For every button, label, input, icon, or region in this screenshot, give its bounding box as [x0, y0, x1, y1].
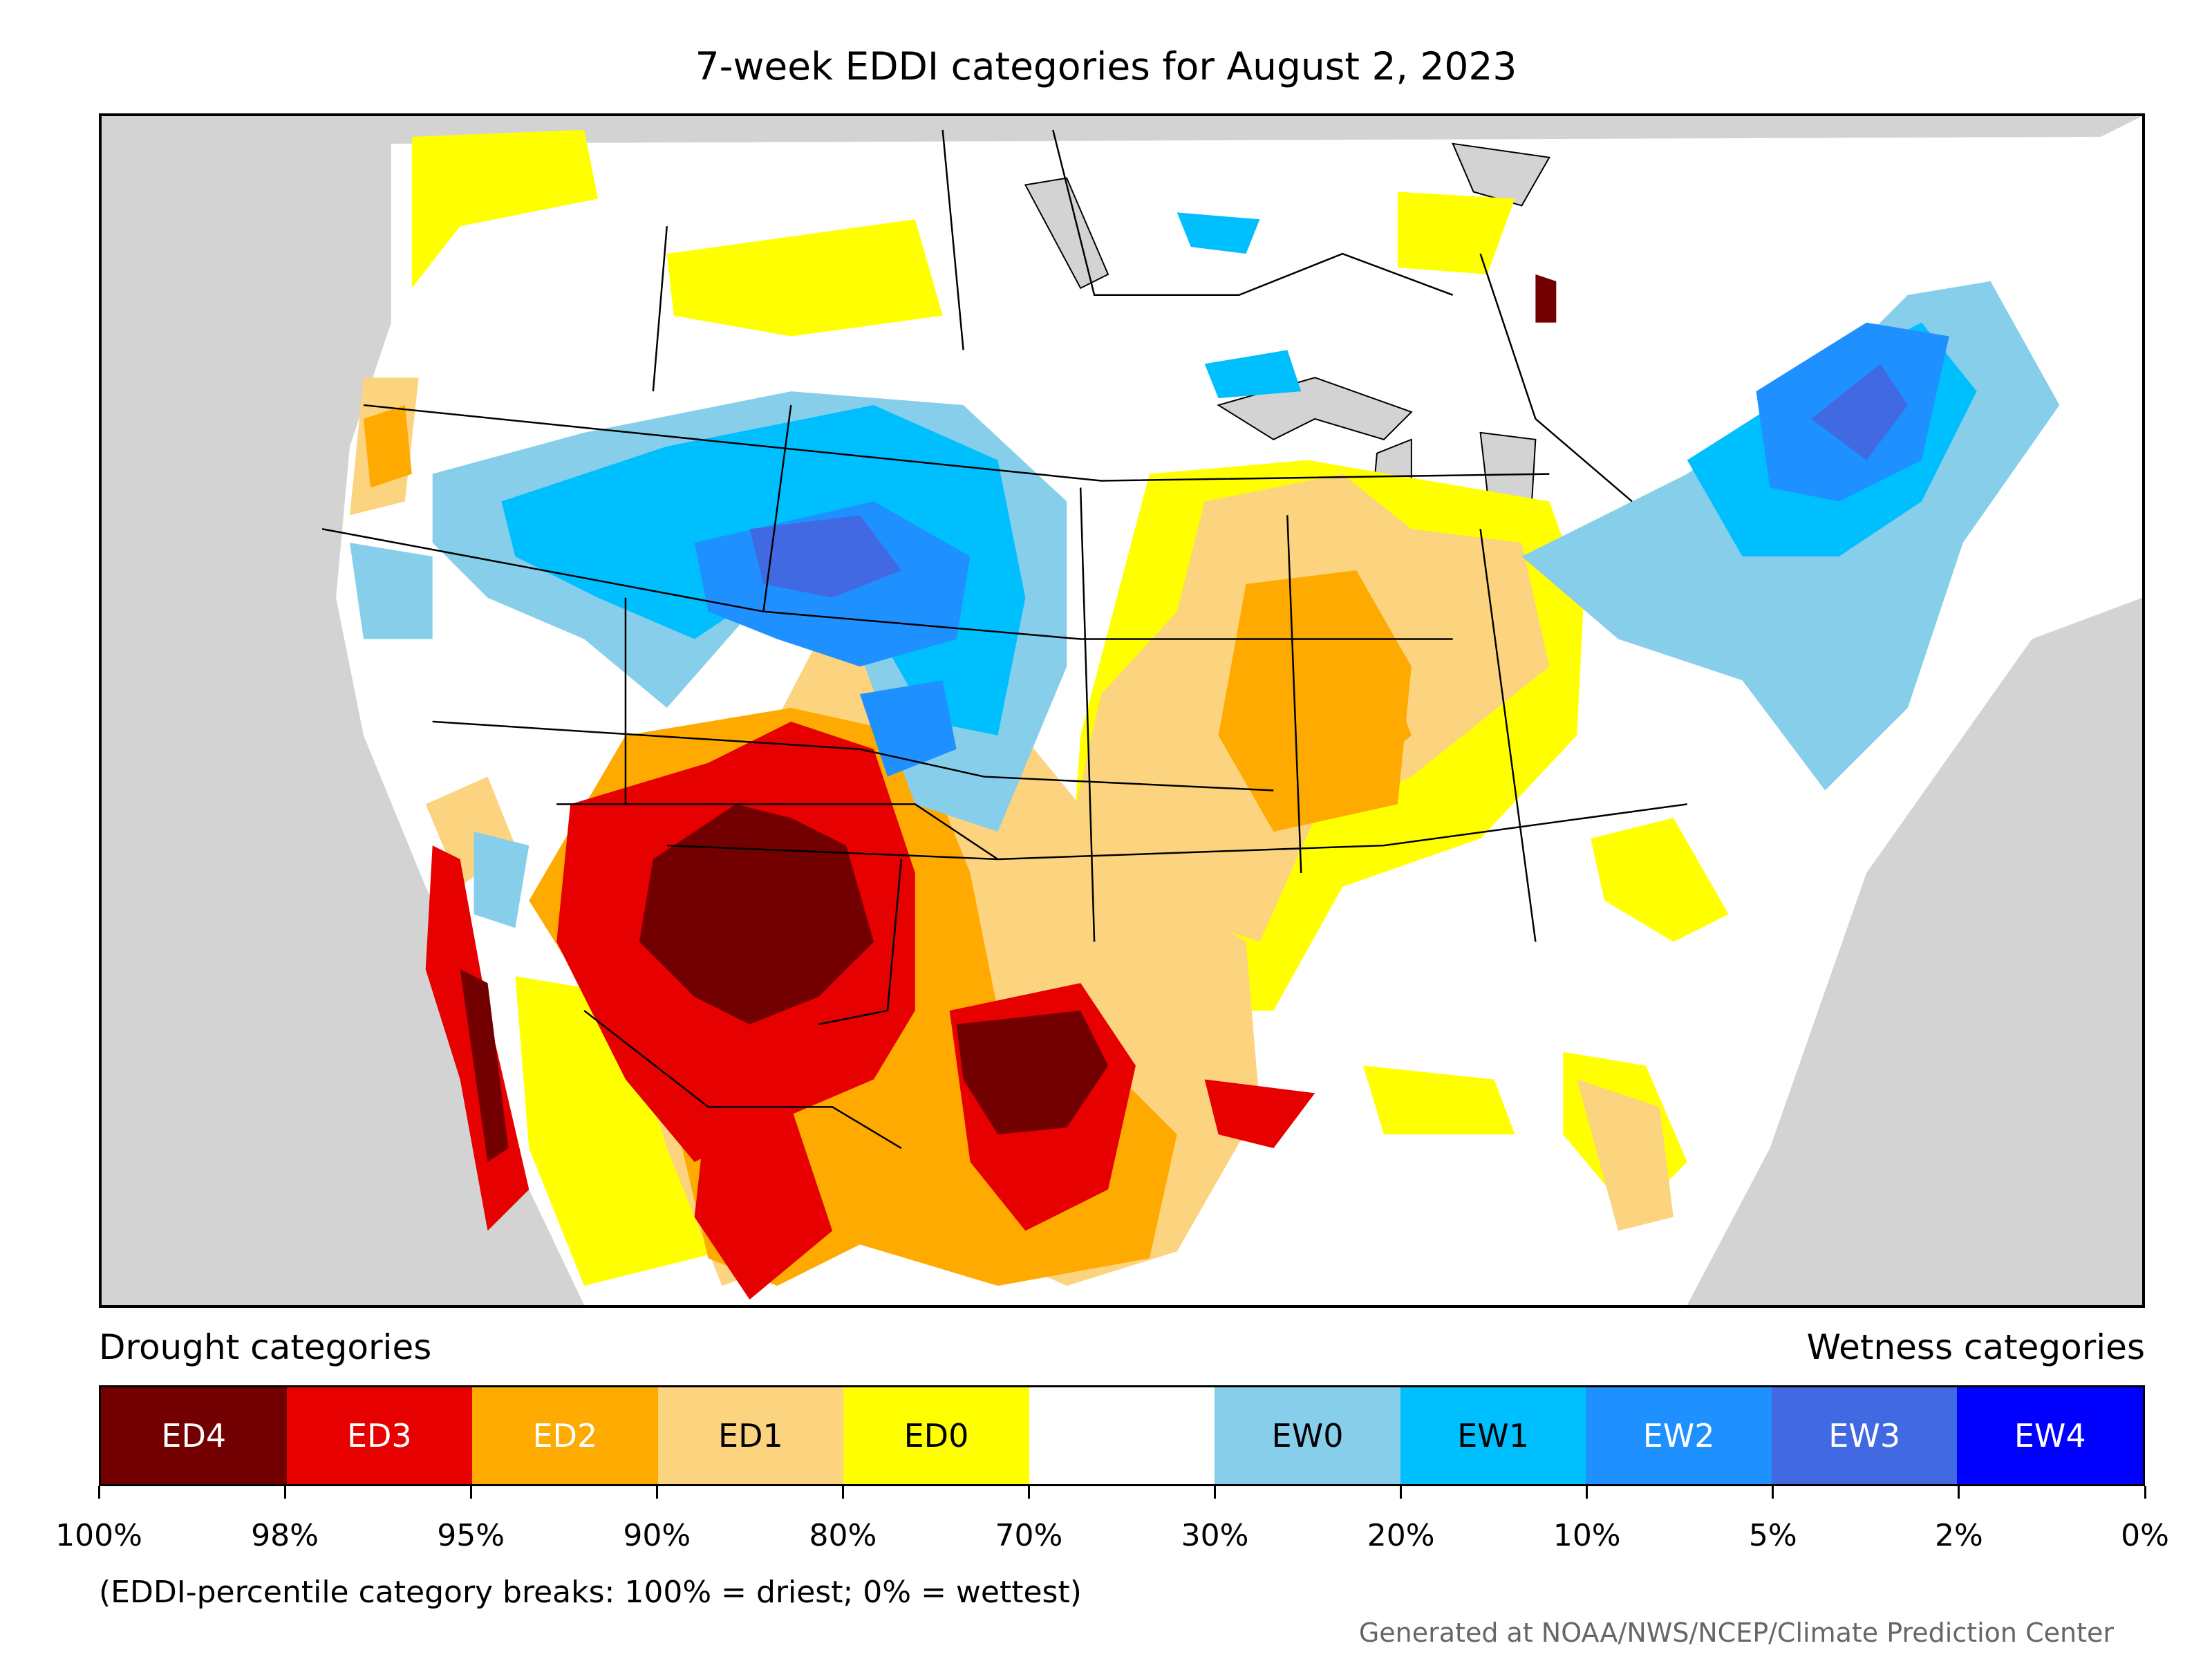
colorbar-tick — [1586, 1486, 1588, 1499]
colorbar-tick — [283, 1486, 286, 1499]
credit-line: Generated at NOAA/NWS/NCEP/Climate Predi… — [1358, 1618, 2114, 1648]
colorbar-cell-ed4: ED4 — [101, 1387, 287, 1484]
colorbar-tick-label: 70% — [995, 1518, 1063, 1553]
colorbar-tick-label: 5% — [1748, 1518, 1797, 1553]
colorbar-tick-label: 80% — [809, 1518, 877, 1553]
colorbar-cell-ew1: EW1 — [1400, 1387, 1586, 1484]
colorbar-cell-ed0: ED0 — [843, 1387, 1029, 1484]
colorbar-tick — [1214, 1486, 1217, 1499]
category-ew3-areas — [749, 364, 1908, 598]
colorbar-tick-label: 10% — [1553, 1518, 1621, 1553]
colorbar-cell-ew3: EW3 — [1771, 1387, 1958, 1484]
colorbar-tick — [841, 1486, 844, 1499]
wetness-heading: Wetness categories — [1806, 1327, 2145, 1367]
eddi-map-graphic — [321, 116, 2142, 1305]
colorbar-tick-label: 0% — [2121, 1518, 2169, 1553]
colorbar-tick — [1400, 1486, 1403, 1499]
category-ed4-areas — [460, 274, 1557, 1162]
colorbar-cell-neutral — [1029, 1387, 1215, 1484]
colorbar-tick — [1958, 1486, 1960, 1499]
colorbar-tick — [97, 1486, 100, 1499]
colorbar-tick-label: 90% — [623, 1518, 691, 1553]
category-colorbar: ED4 ED3 ED2 ED1 ED0 EW0 EW1 EW2 EW3 EW4 — [99, 1385, 2145, 1486]
canadian-lakes — [1024, 142, 1550, 290]
colorbar-cell-ew4: EW4 — [1957, 1387, 2144, 1484]
colorbar-tick — [1772, 1486, 1774, 1499]
colorbar-tick-label: 95% — [437, 1518, 505, 1553]
colorbar-tick — [2144, 1486, 2146, 1499]
colorbar-cell-ew0: EW0 — [1215, 1387, 1400, 1484]
colorbar-tick — [1027, 1486, 1030, 1499]
colorbar-tick-label: 98% — [251, 1518, 319, 1553]
colorbar-tick-label: 30% — [1181, 1518, 1249, 1553]
map-title: 7-week EDDI categories for August 2, 202… — [695, 44, 1517, 88]
colorbar-ticks — [97, 1486, 2146, 1507]
category-breaks-note: (EDDI-percentile category breaks: 100% =… — [99, 1575, 1082, 1610]
colorbar-tick-label: 100% — [55, 1518, 142, 1553]
boundary-lines — [321, 129, 1687, 1150]
drought-heading: Drought categories — [99, 1327, 432, 1367]
colorbar-tick — [655, 1486, 658, 1499]
colorbar-cell-ed1: ED1 — [657, 1387, 844, 1484]
colorbar-cell-ew2: EW2 — [1586, 1387, 1772, 1484]
colorbar-tick — [469, 1486, 472, 1499]
colorbar-cell-ed3: ED3 — [286, 1387, 473, 1484]
colorbar-tick-label: 2% — [1935, 1518, 1983, 1553]
eddi-map — [99, 113, 2145, 1308]
colorbar-tick-label: 20% — [1367, 1518, 1435, 1553]
colorbar-cell-ed2: ED2 — [472, 1387, 658, 1484]
